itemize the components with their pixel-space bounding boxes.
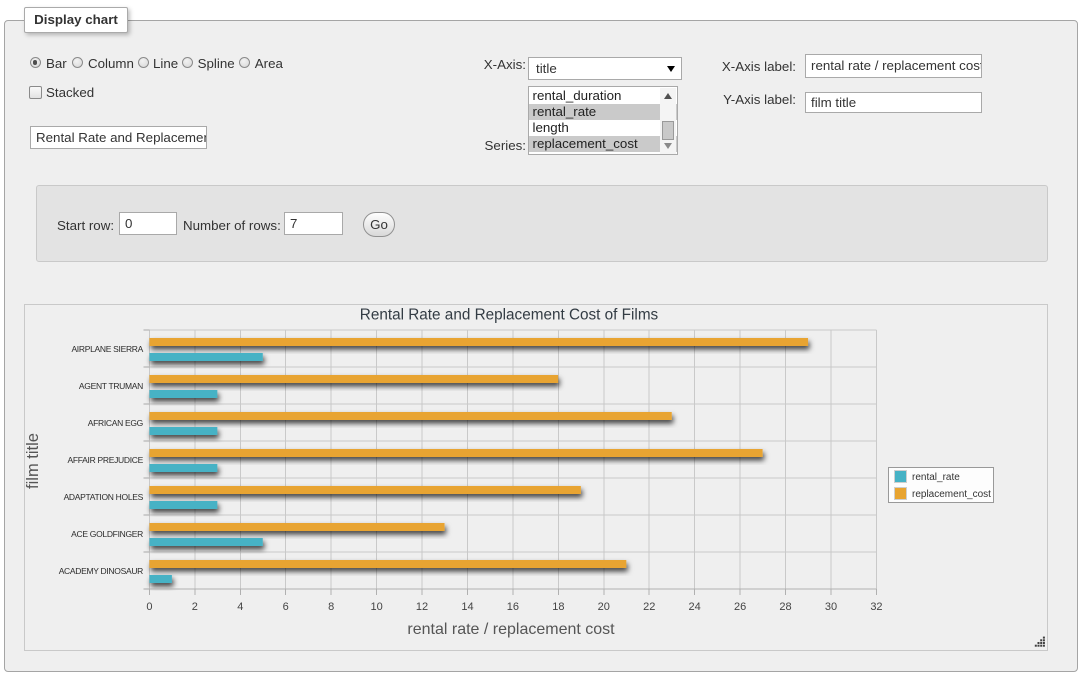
svg-text:28: 28	[779, 601, 791, 613]
svg-text:replacement_cost: replacement_cost	[912, 489, 991, 500]
svg-text:film title: film title	[25, 433, 42, 489]
svg-text:AFFAIR PREJUDICE: AFFAIR PREJUDICE	[68, 455, 144, 465]
svg-text:20: 20	[598, 601, 610, 613]
svg-text:0: 0	[146, 601, 152, 613]
svg-text:rental rate / replacement cost: rental rate / replacement cost	[407, 621, 615, 638]
svg-text:ADAPTATION HOLES: ADAPTATION HOLES	[64, 492, 144, 502]
svg-text:ACADEMY DINOSAUR: ACADEMY DINOSAUR	[59, 566, 143, 576]
svg-text:AIRPLANE SIERRA: AIRPLANE SIERRA	[71, 344, 143, 354]
svg-text:6: 6	[283, 601, 289, 613]
svg-text:Rental Rate and Replacement Co: Rental Rate and Replacement Cost of Film…	[360, 307, 659, 324]
svg-text:24: 24	[689, 601, 701, 613]
svg-text:32: 32	[870, 601, 882, 613]
svg-text:30: 30	[825, 601, 837, 613]
svg-text:22: 22	[643, 601, 655, 613]
svg-text:18: 18	[552, 601, 564, 613]
svg-text:ACE GOLDFINGER: ACE GOLDFINGER	[71, 529, 143, 539]
svg-text:2: 2	[192, 601, 198, 613]
svg-text:16: 16	[507, 601, 519, 613]
svg-text:AFRICAN EGG: AFRICAN EGG	[88, 418, 143, 428]
svg-text:4: 4	[237, 601, 243, 613]
svg-text:AGENT TRUMAN: AGENT TRUMAN	[79, 381, 143, 391]
svg-text:10: 10	[370, 601, 382, 613]
svg-text:26: 26	[734, 601, 746, 613]
svg-text:rental_rate: rental_rate	[912, 472, 960, 483]
svg-text:12: 12	[416, 601, 428, 613]
svg-text:14: 14	[461, 601, 473, 613]
svg-text:8: 8	[328, 601, 334, 613]
